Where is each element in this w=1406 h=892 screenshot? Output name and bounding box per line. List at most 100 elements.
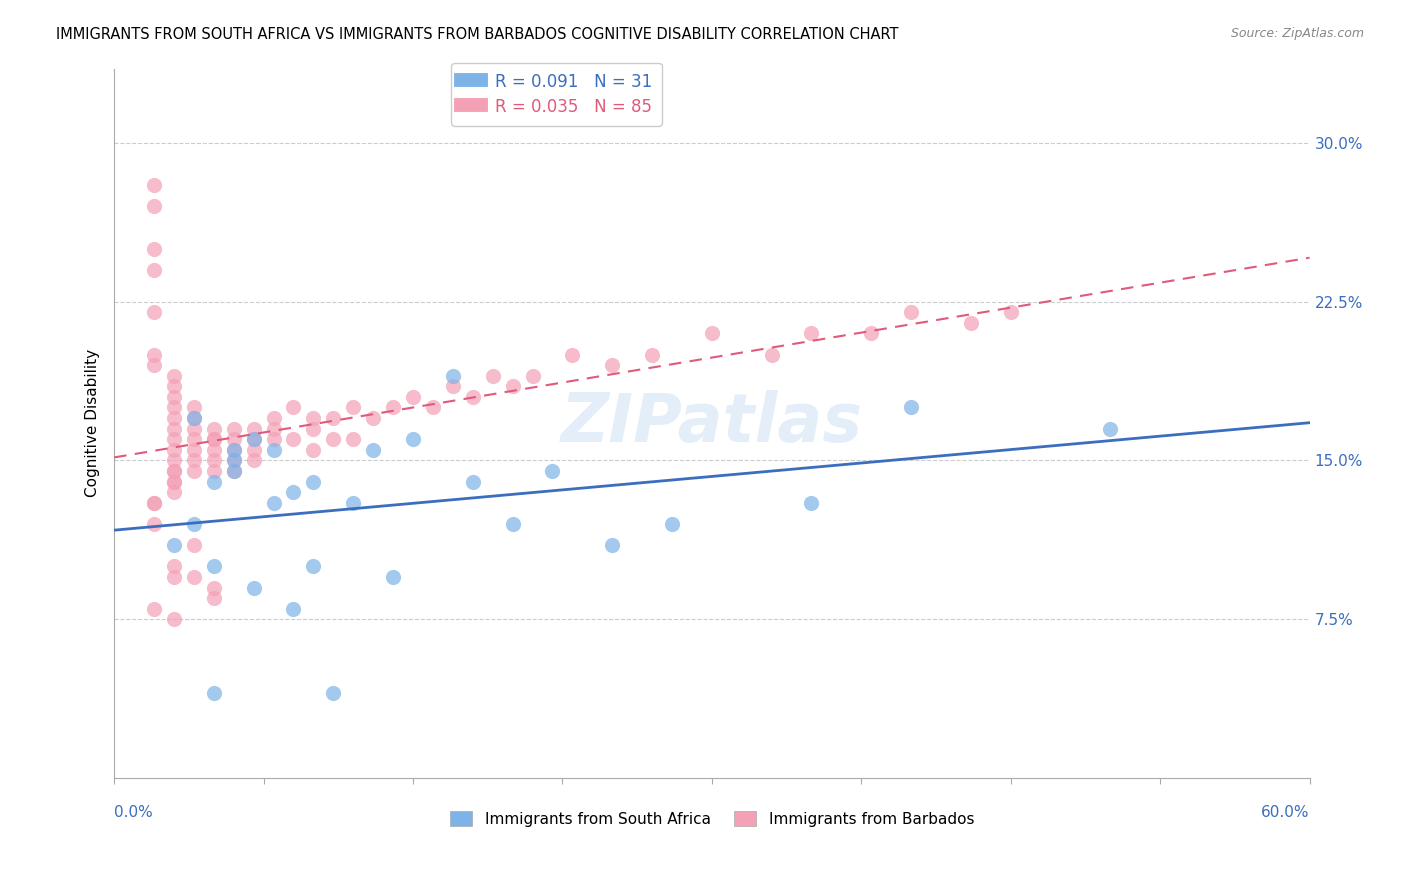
Point — [959, 316, 981, 330]
Point — [382, 401, 405, 415]
Point — [143, 496, 166, 510]
Point — [163, 464, 186, 478]
Point — [263, 432, 285, 446]
Point — [263, 496, 285, 510]
Point — [202, 453, 225, 467]
Point — [163, 475, 186, 489]
Point — [143, 601, 166, 615]
Point — [183, 538, 205, 552]
Point — [183, 516, 205, 531]
Point — [263, 442, 285, 457]
Point — [183, 411, 205, 425]
Point — [342, 401, 364, 415]
Point — [402, 390, 425, 404]
Point — [222, 432, 245, 446]
Point — [600, 358, 623, 372]
Point — [163, 442, 186, 457]
Point — [143, 178, 166, 192]
Point — [163, 379, 186, 393]
Point — [143, 496, 166, 510]
Point — [242, 453, 264, 467]
Point — [283, 401, 305, 415]
Point — [143, 242, 166, 256]
Point — [183, 432, 205, 446]
Point — [183, 411, 205, 425]
Point — [522, 368, 544, 383]
Point — [163, 538, 186, 552]
Point — [322, 686, 344, 700]
Point — [143, 516, 166, 531]
Point — [143, 358, 166, 372]
Point — [163, 612, 186, 626]
Point — [183, 442, 205, 457]
Point — [163, 464, 186, 478]
Point — [302, 442, 325, 457]
Point — [222, 453, 245, 467]
Point — [202, 422, 225, 436]
Point — [202, 432, 225, 446]
Point — [263, 422, 285, 436]
Point — [163, 390, 186, 404]
Point — [163, 422, 186, 436]
Point — [800, 496, 823, 510]
Point — [163, 453, 186, 467]
Point — [502, 516, 524, 531]
Point — [143, 347, 166, 361]
Point — [242, 432, 264, 446]
Point — [541, 464, 564, 478]
Legend: Immigrants from South Africa, Immigrants from Barbados: Immigrants from South Africa, Immigrants… — [441, 803, 981, 834]
Point — [242, 581, 264, 595]
Point — [263, 411, 285, 425]
Point — [163, 570, 186, 584]
Point — [202, 686, 225, 700]
Point — [163, 485, 186, 500]
Point — [461, 390, 484, 404]
Point — [900, 305, 922, 319]
Point — [1000, 305, 1022, 319]
Point — [502, 379, 524, 393]
Point — [242, 442, 264, 457]
Point — [461, 475, 484, 489]
Point — [761, 347, 783, 361]
Point — [361, 442, 384, 457]
Point — [202, 475, 225, 489]
Point — [183, 401, 205, 415]
Point — [441, 379, 464, 393]
Point — [222, 442, 245, 457]
Text: 60.0%: 60.0% — [1261, 805, 1309, 820]
Point — [242, 422, 264, 436]
Point — [302, 411, 325, 425]
Point — [361, 411, 384, 425]
Point — [143, 199, 166, 213]
Point — [302, 422, 325, 436]
Point — [202, 591, 225, 606]
Point — [202, 559, 225, 574]
Point — [202, 581, 225, 595]
Point — [302, 475, 325, 489]
Text: Source: ZipAtlas.com: Source: ZipAtlas.com — [1230, 27, 1364, 40]
Point — [860, 326, 883, 341]
Point — [163, 475, 186, 489]
Point — [481, 368, 503, 383]
Point — [422, 401, 444, 415]
Point — [163, 411, 186, 425]
Point — [202, 432, 225, 446]
Text: IMMIGRANTS FROM SOUTH AFRICA VS IMMIGRANTS FROM BARBADOS COGNITIVE DISABILITY CO: IMMIGRANTS FROM SOUTH AFRICA VS IMMIGRAN… — [56, 27, 898, 42]
Point — [163, 559, 186, 574]
Point — [342, 432, 364, 446]
Point — [202, 442, 225, 457]
Point — [163, 432, 186, 446]
Point — [700, 326, 723, 341]
Point — [163, 401, 186, 415]
Point — [183, 422, 205, 436]
Point — [302, 559, 325, 574]
Text: 0.0%: 0.0% — [114, 805, 153, 820]
Point — [322, 411, 344, 425]
Point — [222, 453, 245, 467]
Point — [242, 432, 264, 446]
Point — [342, 496, 364, 510]
Point — [183, 453, 205, 467]
Point — [283, 485, 305, 500]
Point — [143, 262, 166, 277]
Point — [222, 464, 245, 478]
